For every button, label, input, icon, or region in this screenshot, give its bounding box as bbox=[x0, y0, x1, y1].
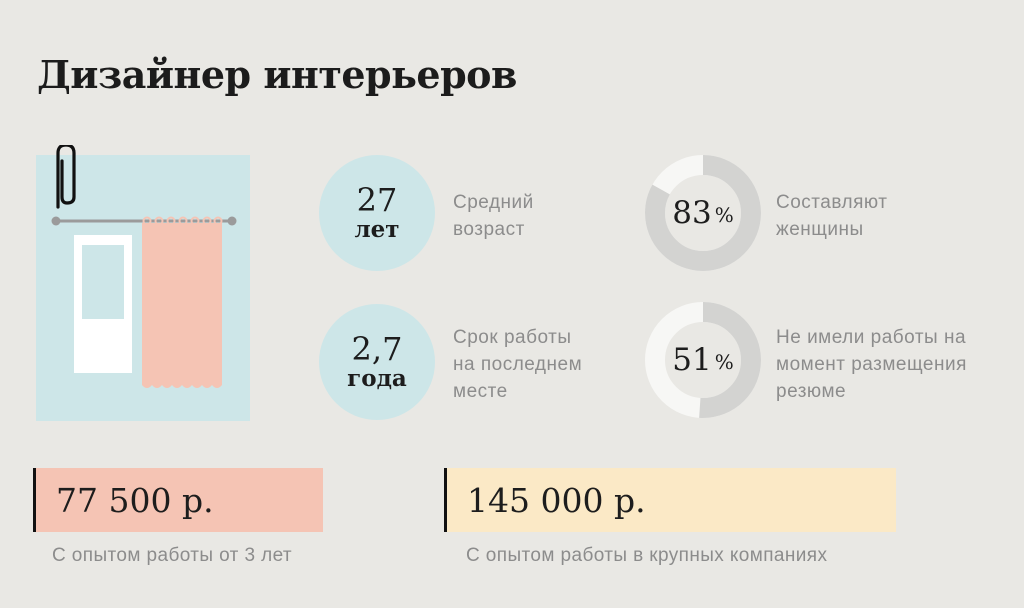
average-age-unit: лет bbox=[354, 216, 400, 243]
tenure-circle: 2,7 года bbox=[319, 304, 435, 420]
page-title: Дизайнер интерьеров bbox=[37, 52, 517, 97]
curtain-icon bbox=[142, 216, 223, 388]
salary-label-experienced: С опытом работы от 3 лет bbox=[52, 545, 293, 566]
donut-fill-arc bbox=[645, 302, 761, 418]
unemployed-share-label: Не имели работы на момент размещения рез… bbox=[776, 327, 967, 402]
unemployed-share-value: 51 bbox=[672, 342, 712, 378]
tenure-value: 2,7 bbox=[351, 330, 403, 368]
unemployed-share-donut: 51 % bbox=[643, 300, 763, 420]
window-icon bbox=[74, 235, 132, 373]
paperclip-icon bbox=[56, 145, 76, 209]
salary-bar-experienced: 77 500 р. bbox=[33, 468, 323, 532]
average-age-label: Средний возраст bbox=[453, 192, 534, 240]
women-share-value: 83 bbox=[672, 195, 712, 231]
tenure-label: Срок работы на последнем месте bbox=[453, 327, 583, 402]
salary-bar-large-companies: 145 000 р. bbox=[444, 468, 896, 532]
donut-fill-arc bbox=[645, 155, 761, 271]
women-share-label: Составляют женщины bbox=[776, 192, 888, 240]
percent-sign: % bbox=[714, 203, 734, 227]
average-age-value: 27 bbox=[356, 181, 398, 219]
tenure-unit: года bbox=[347, 365, 407, 392]
window-curtain-illustration bbox=[36, 145, 250, 421]
salary-label-large-companies: С опытом работы в крупных компаниях bbox=[466, 545, 828, 566]
percent-sign: % bbox=[714, 350, 734, 374]
women-share-donut: 83 % bbox=[643, 153, 763, 273]
average-age-circle: 27 лет bbox=[319, 155, 435, 271]
